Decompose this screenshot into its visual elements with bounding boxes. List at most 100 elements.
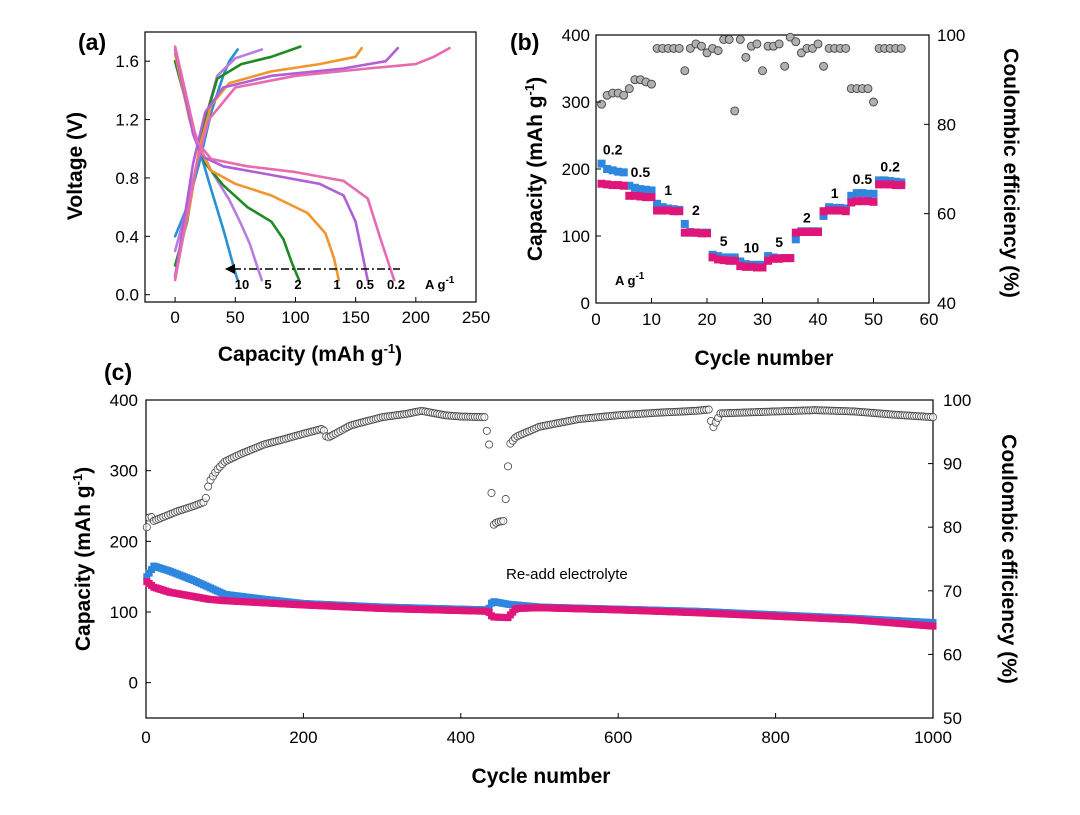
discharge-point	[619, 181, 628, 190]
ce-marker	[485, 440, 494, 449]
discharge-point	[836, 206, 845, 215]
discharge-point	[714, 255, 723, 264]
discharge-point	[747, 262, 756, 271]
rate-label-2: 2	[294, 277, 301, 292]
charge-point	[630, 183, 639, 192]
charge-point	[603, 165, 612, 173]
a-xtick-label: 100	[281, 308, 309, 327]
charge-point	[869, 189, 878, 198]
c-xtick-label: 1000	[914, 728, 952, 747]
discharge-point	[808, 227, 817, 236]
ce-point	[896, 43, 906, 53]
rate-unit-label: A g-1	[425, 275, 455, 292]
panel-b-unit-note: A g-1	[615, 271, 645, 288]
panel-c-y2label: Coulombic efficiency (%)	[997, 434, 1020, 684]
discharge-point	[597, 179, 606, 188]
ce-point	[724, 35, 734, 44]
b-xtick-label: 50	[864, 310, 883, 329]
discharge-point	[897, 181, 906, 190]
charge-point	[880, 176, 889, 185]
re-add-electrolyte-note: Re-add electrolyte	[506, 566, 628, 583]
discharge-point	[780, 254, 789, 263]
ce-point	[647, 79, 656, 89]
ce-marker	[142, 523, 151, 532]
charge-point	[791, 235, 800, 244]
discharge-point	[825, 206, 834, 215]
charge-point	[636, 185, 645, 194]
rate-arrow-head	[225, 264, 235, 274]
ce-point	[819, 61, 828, 71]
c-y2tick-label: 90	[943, 455, 962, 474]
ce-marker	[480, 413, 489, 422]
discharge-point	[630, 191, 639, 200]
discharge-point	[691, 228, 700, 237]
b-rate-label: 5	[720, 233, 728, 249]
discharge-point	[775, 254, 784, 263]
b-rate-label: 2	[692, 202, 700, 218]
ce-point	[758, 66, 767, 76]
b-rate-label: 1	[831, 185, 839, 201]
a-ytick-label: 1.6	[115, 52, 139, 71]
discharge-point	[758, 263, 767, 272]
discharge-point	[675, 207, 684, 216]
discharge-point	[658, 206, 667, 215]
b-ytick-label: 100	[562, 227, 590, 246]
b-xtick-label: 30	[753, 310, 772, 329]
ce-point	[841, 43, 851, 53]
charge-point	[680, 219, 689, 228]
discharge-point	[680, 228, 689, 237]
ce-marker	[482, 426, 491, 435]
b-rate-label: 5	[775, 234, 783, 250]
curve-discharge-0p2	[173, 45, 396, 282]
charge-point	[647, 186, 656, 195]
b-xtick-label: 20	[698, 310, 717, 329]
panel-c: (c) 0 200 400 600 800 1000 0 100 200 300 400 50 60 70…	[70, 359, 1020, 788]
rate-label-10: 10	[235, 277, 249, 292]
ce-point	[869, 97, 878, 107]
c-y2tick-label: 80	[943, 518, 962, 537]
discharge-point	[614, 181, 623, 190]
a-xtick-label: 0	[170, 308, 179, 327]
charge-point	[597, 159, 606, 168]
discharge-point	[858, 197, 867, 206]
discharge-point	[725, 256, 734, 265]
panel-b-points	[597, 32, 906, 272]
c-ytick-label: 200	[110, 532, 138, 551]
c-xtick-label: 0	[141, 728, 150, 747]
charge-point	[875, 176, 884, 185]
c-y2tick-label: 100	[943, 391, 971, 410]
c-xtick-label: 400	[447, 728, 475, 747]
b-ytick-label: 200	[562, 160, 590, 179]
charge-point	[819, 211, 828, 220]
panel-c-frame	[145, 399, 934, 719]
ce-point	[680, 66, 690, 76]
discharge-point	[841, 207, 850, 216]
ce-marker	[504, 462, 513, 471]
discharge-point	[719, 256, 728, 265]
charge-point	[625, 181, 634, 190]
ce-point	[713, 46, 723, 56]
discharge-point	[664, 206, 673, 215]
discharge-point	[708, 253, 717, 262]
discharge-point	[863, 197, 872, 206]
charge-point	[852, 189, 861, 198]
discharge-point	[703, 229, 711, 238]
discharge-point	[769, 254, 778, 263]
ce-marker	[929, 413, 938, 422]
discharge-point	[847, 198, 856, 207]
discharge-point	[686, 228, 695, 237]
c-ytick-label: 0	[129, 674, 138, 693]
panel-a-frame	[144, 31, 477, 303]
charge-point	[847, 191, 856, 200]
ce-point	[619, 90, 629, 100]
b-y2tick-label: 80	[937, 115, 956, 134]
discharge-point	[647, 193, 656, 202]
discharge-marker	[929, 622, 937, 630]
charge-point	[619, 168, 628, 177]
ce-point	[780, 61, 790, 71]
panel-c-ticks: 0 200 400 600 800 1000 0 100 200 300 400 50 60 70 80 90…	[110, 391, 972, 747]
c-y2tick-label: 70	[943, 582, 962, 601]
ce-point	[730, 106, 740, 116]
discharge-point	[875, 180, 884, 189]
